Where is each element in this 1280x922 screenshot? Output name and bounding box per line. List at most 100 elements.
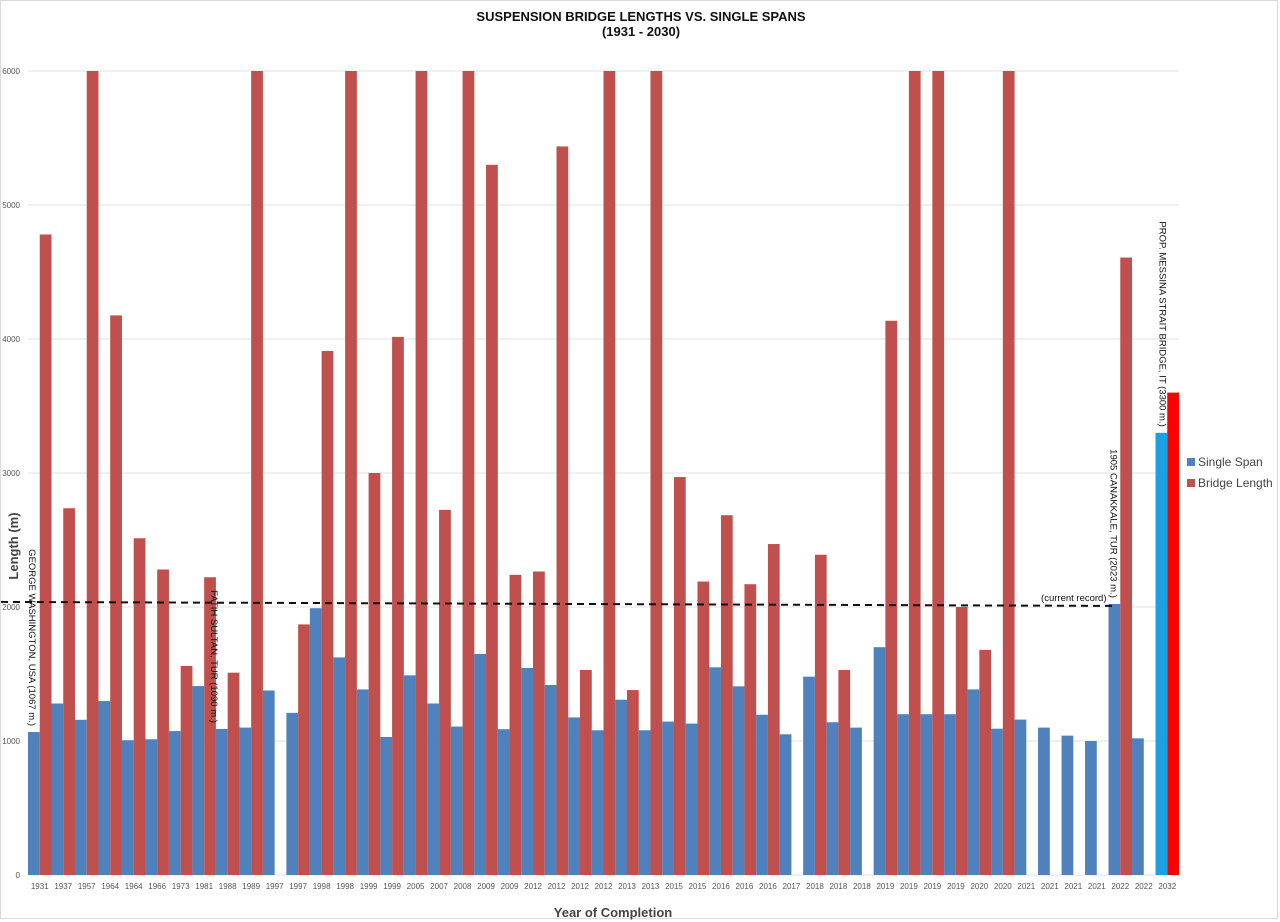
bar-single-span (262, 690, 275, 875)
x-tick-label: 1981 (195, 882, 213, 891)
chart-subtitle: (1931 - 2030) (602, 24, 680, 39)
bar-bridge-length (1167, 392, 1179, 875)
x-tick-label: 2012 (595, 882, 613, 891)
bar-bridge-length (580, 669, 592, 875)
x-tick-label: 2016 (712, 882, 730, 891)
bar-single-span (309, 608, 322, 875)
bar-single-span (1085, 741, 1097, 875)
x-tick-label: 1998 (313, 882, 331, 891)
x-tick-label: 2018 (853, 882, 871, 891)
record-line (1, 600, 1117, 607)
bar-bridge-length (955, 607, 968, 875)
bar-bridge-length (439, 509, 451, 875)
bar-single-span (568, 717, 581, 875)
y-tick-label: 2000 (2, 603, 20, 612)
x-tick-label: 1997 (266, 882, 284, 891)
x-tick-label: 2012 (524, 882, 542, 891)
x-tick-label: 2012 (548, 882, 566, 891)
bar-single-span (826, 722, 839, 875)
x-tick-label: 2018 (829, 882, 847, 891)
x-tick-label: 2016 (759, 882, 777, 891)
legend-swatch-bridge-length (1187, 479, 1195, 487)
x-tick-label: 2007 (430, 882, 448, 891)
bar-bridge-length (814, 554, 827, 875)
bar-single-span (239, 727, 252, 875)
bridge-annotation: 1905 CANAKKALE, TUR (2023 m.) (1108, 449, 1119, 598)
bar-bridge-length (1002, 71, 1015, 875)
x-tick-label: 2021 (1088, 882, 1106, 891)
bar-bridge-length (603, 71, 616, 875)
x-tick-label: 2015 (665, 882, 683, 891)
x-tick-label: 1966 (148, 882, 166, 891)
bar-single-span (403, 675, 416, 875)
x-tick-label: 2013 (642, 882, 660, 891)
bar-single-span (380, 736, 393, 875)
bar-single-span (1061, 735, 1074, 875)
chart-title: SUSPENSION BRIDGE LENGTHS VS. SINGLE SPA… (476, 9, 805, 24)
x-tick-label: 2009 (477, 882, 495, 891)
bar-single-span (803, 676, 815, 875)
bar-single-span (215, 728, 228, 875)
bar-single-span (544, 684, 557, 875)
x-tick-label: 2020 (994, 882, 1012, 891)
bar-single-span (1155, 432, 1168, 875)
bar-single-span (145, 739, 158, 875)
x-tick-label: 2019 (900, 882, 918, 891)
bar-single-span (497, 729, 510, 875)
legend-label-single-span: Single Span (1198, 455, 1263, 469)
x-tick-label: 2032 (1158, 882, 1176, 891)
bar-bridge-length (556, 146, 569, 875)
bar-single-span (779, 734, 792, 875)
bar-single-span (920, 714, 933, 875)
bar-bridge-length (110, 315, 122, 875)
bar-single-span (356, 689, 369, 875)
bar-single-span (944, 714, 956, 875)
bar-single-span (638, 730, 651, 875)
x-tick-label: 2018 (806, 882, 824, 891)
bar-bridge-length (673, 477, 686, 875)
bar-bridge-length (86, 71, 99, 875)
bar-bridge-length (392, 336, 404, 876)
bar-single-span (662, 721, 674, 875)
bar-single-span (591, 730, 604, 875)
bar-bridge-length (180, 665, 193, 875)
bars: 1931 1937 1957 1964 1964 1966 1973 1981 1988 1989… (28, 71, 1179, 891)
bar-bridge-length (368, 473, 381, 875)
bar-bridge-length (979, 649, 992, 875)
x-tick-label: 1999 (360, 882, 378, 891)
bar-single-span (732, 686, 745, 875)
x-tick-label: 2019 (923, 882, 941, 891)
x-tick-label: 2021 (1041, 882, 1059, 891)
x-tick-label: 1964 (101, 882, 119, 891)
legend: Single Span Bridge Length (1187, 455, 1273, 490)
x-tick-label: 2015 (689, 882, 707, 891)
x-tick-label: 2012 (571, 882, 589, 891)
bar-bridge-length (298, 624, 310, 875)
x-tick-label: 1998 (336, 882, 354, 891)
x-tick-label: 2022 (1111, 882, 1129, 891)
bar-single-span (1038, 727, 1050, 875)
x-tick-label: 1999 (383, 882, 401, 891)
y-axis-title: Length (m) (6, 512, 21, 579)
x-tick-label: 2016 (736, 882, 754, 891)
bar-single-span (121, 740, 134, 875)
bar-single-span (74, 719, 87, 875)
bridge-annotation: GEORGE WASHINGTON, USA (1067 m.) (26, 549, 37, 726)
x-tick-label: 2008 (454, 882, 472, 891)
x-tick-label: 2021 (1017, 882, 1035, 891)
x-tick-label: 2021 (1064, 882, 1082, 891)
bar-bridge-length (204, 577, 216, 875)
bar-bridge-length (744, 584, 757, 875)
y-tick-label: 1000 (2, 737, 20, 746)
x-tick-label: 1957 (78, 882, 96, 891)
bar-single-span (450, 726, 463, 875)
bar-bridge-length (650, 71, 663, 875)
bar-bridge-length (767, 544, 780, 875)
bar-single-span (756, 714, 768, 875)
bar-bridge-length (415, 71, 428, 875)
bar-single-span (427, 703, 440, 875)
x-tick-label: 1931 (31, 882, 49, 891)
x-tick-label: 1997 (289, 882, 307, 891)
